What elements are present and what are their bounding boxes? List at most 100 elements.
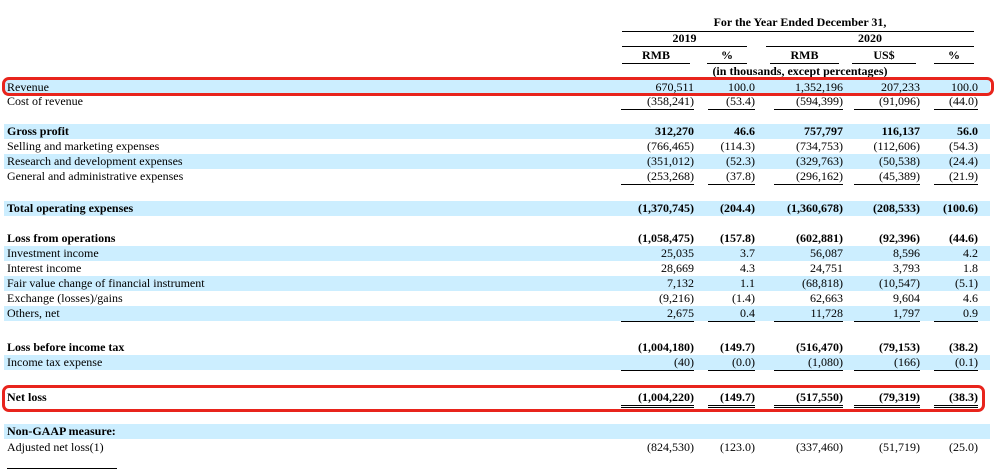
cell-pct-2019: 4.3 bbox=[740, 261, 755, 275]
cell-pct-2020: 1.8 bbox=[963, 261, 978, 275]
row-label: Fair value change of financial instrumen… bbox=[7, 276, 205, 290]
cell-usd-2020: 9,604 bbox=[893, 291, 920, 305]
col-underline bbox=[707, 63, 747, 64]
cell-rmb-2020: (1,080) bbox=[774, 355, 843, 371]
table-row: Exchange (losses)/gains (9,216) (1.4) 62,66… bbox=[4, 291, 990, 306]
cell-pct-2019: (53.4) bbox=[708, 94, 755, 110]
cell-pct-2020: (38.3) bbox=[934, 390, 978, 408]
cell-usd-2020: 8,596 bbox=[893, 246, 920, 260]
cell-rmb-2020: (516,470) bbox=[796, 340, 843, 354]
row-label: Loss from operations bbox=[7, 231, 116, 245]
col-underline bbox=[622, 63, 690, 64]
cell-pct-2020: 4.2 bbox=[963, 246, 978, 260]
cell-rmb-2019: (824,530) bbox=[647, 440, 694, 454]
row-label: Research and development expenses bbox=[7, 154, 183, 168]
cell-pct-2020: 56.0 bbox=[957, 124, 978, 138]
cell-pct-2020: (44.6) bbox=[949, 231, 978, 245]
cell-rmb-2019: (766,465) bbox=[647, 139, 694, 153]
table-row: General and administrative expenses (253,… bbox=[4, 169, 990, 185]
cell-pct-2019: (52.3) bbox=[726, 154, 755, 168]
cell-usd-2020: 207,233 bbox=[881, 80, 920, 94]
cell-pct-2020: (38.2) bbox=[949, 340, 978, 354]
cell-pct-2019: (123.0) bbox=[720, 440, 755, 454]
cell-rmb-2020: (594,399) bbox=[774, 94, 843, 110]
row-label: General and administrative expenses bbox=[7, 169, 184, 183]
col-underline bbox=[852, 63, 916, 64]
row-label: Others, net bbox=[7, 306, 60, 320]
col-pct-2019: % bbox=[721, 48, 733, 62]
cell-rmb-2020: (734,753) bbox=[796, 139, 843, 153]
cell-pct-2019: (114.3) bbox=[720, 139, 755, 153]
cell-pct-2020: (0.1) bbox=[934, 355, 978, 371]
year-2019-underline bbox=[622, 46, 747, 47]
row-label: Adjusted net loss(1) bbox=[7, 440, 104, 454]
cell-pct-2019: (149.7) bbox=[720, 340, 755, 354]
cell-usd-2020: (166) bbox=[854, 355, 920, 371]
table-row: Gross profit 312,270 46.6 757,797 116,137 56.… bbox=[4, 124, 990, 139]
table-row: Interest income 28,669 4.3 24,751 3,793 1.8 bbox=[4, 261, 990, 276]
cell-pct-2020: (100.6) bbox=[943, 201, 978, 215]
row-label: Cost of revenue bbox=[7, 94, 83, 108]
cell-pct-2019: (37.8) bbox=[708, 169, 755, 185]
cell-usd-2020: (112,606) bbox=[873, 139, 920, 153]
cell-rmb-2020: 56,087 bbox=[810, 246, 843, 260]
cell-rmb-2020: (602,881) bbox=[796, 231, 843, 245]
col-usd-2020: US$ bbox=[873, 48, 895, 62]
cell-pct-2019: (1.4) bbox=[732, 291, 755, 305]
cell-usd-2020: (92,396) bbox=[879, 231, 920, 245]
cell-pct-2020: 4.6 bbox=[963, 291, 978, 305]
col-underline bbox=[770, 63, 839, 64]
cell-rmb-2020: (1,360,678) bbox=[787, 201, 843, 215]
row-label: Revenue bbox=[7, 80, 49, 94]
cell-rmb-2019: (1,370,745) bbox=[638, 201, 694, 215]
cell-usd-2020: (50,538) bbox=[879, 154, 920, 168]
cell-rmb-2020: 1,352,196 bbox=[795, 80, 843, 94]
cell-rmb-2020: 24,751 bbox=[810, 261, 843, 275]
table-row: Investment income 25,035 3.7 56,087 8,596 4.2 bbox=[4, 246, 990, 261]
row-label: Non-GAAP measure: bbox=[7, 424, 116, 438]
cell-rmb-2019: (1,004,220) bbox=[621, 390, 694, 408]
period-heading: For the Year Ended December 31, bbox=[713, 15, 887, 29]
cell-usd-2020: (79,319) bbox=[854, 390, 920, 408]
cell-rmb-2020: (337,460) bbox=[796, 440, 843, 454]
cell-rmb-2019: (9,216) bbox=[659, 291, 694, 305]
cell-usd-2020: (10,547) bbox=[879, 276, 920, 290]
cell-rmb-2020: (517,550) bbox=[774, 390, 843, 408]
col-pct-2020: % bbox=[948, 48, 960, 62]
cell-pct-2019: (149.7) bbox=[708, 390, 755, 408]
cell-pct-2019: 0.4 bbox=[708, 306, 755, 322]
cell-usd-2020: (91,096) bbox=[854, 94, 920, 110]
cell-rmb-2019: (253,268) bbox=[621, 169, 694, 185]
highlight-box-net-loss bbox=[2, 385, 985, 412]
table-row: Loss from operations (1,058,475) (157.8) (6… bbox=[4, 231, 990, 246]
cell-rmb-2020: (68,818) bbox=[802, 276, 843, 290]
row-label: Total operating expenses bbox=[7, 201, 134, 215]
cell-pct-2019: (204.4) bbox=[720, 201, 755, 215]
period-underline bbox=[622, 31, 974, 32]
cell-usd-2020: 3,793 bbox=[893, 261, 920, 275]
cell-usd-2020: (79,153) bbox=[879, 340, 920, 354]
cell-pct-2020: 0.9 bbox=[934, 306, 978, 322]
cell-rmb-2019: (358,241) bbox=[621, 94, 694, 110]
table-row: Fair value change of financial instrumen… bbox=[4, 276, 990, 291]
table-row: Non-GAAP measure: bbox=[4, 424, 990, 439]
cell-rmb-2019: (1,058,475) bbox=[638, 231, 694, 245]
cell-rmb-2020: 62,663 bbox=[810, 291, 843, 305]
cell-rmb-2019: 25,035 bbox=[661, 246, 694, 260]
cell-rmb-2020: 11,728 bbox=[774, 306, 843, 322]
table-row: Research and development expenses (351,01… bbox=[4, 154, 990, 169]
cell-pct-2019: 3.7 bbox=[740, 246, 755, 260]
year-2020-underline bbox=[766, 46, 974, 47]
cell-pct-2019: 46.6 bbox=[734, 124, 755, 138]
footnote-rule bbox=[7, 468, 117, 469]
table-row: Cost of revenue (358,241) (53.4) (594,399) (… bbox=[4, 94, 990, 110]
cell-pct-2019: (0.0) bbox=[708, 355, 755, 371]
cell-pct-2020: (21.9) bbox=[934, 169, 978, 185]
table-row: Others, net 2,675 0.4 11,728 1,797 0.9 bbox=[4, 306, 990, 322]
cell-rmb-2020: 757,797 bbox=[804, 124, 843, 138]
row-label: Exchange (losses)/gains bbox=[7, 291, 123, 305]
cell-pct-2020: (44.0) bbox=[934, 94, 978, 110]
table-row: Adjusted net loss(1) (824,530) (123.0) (337… bbox=[4, 440, 990, 455]
table-row: Total operating expenses (1,370,745) (204.… bbox=[4, 201, 990, 216]
table-row: Income tax expense (40) (0.0) (1,080) (166) (… bbox=[4, 355, 990, 371]
